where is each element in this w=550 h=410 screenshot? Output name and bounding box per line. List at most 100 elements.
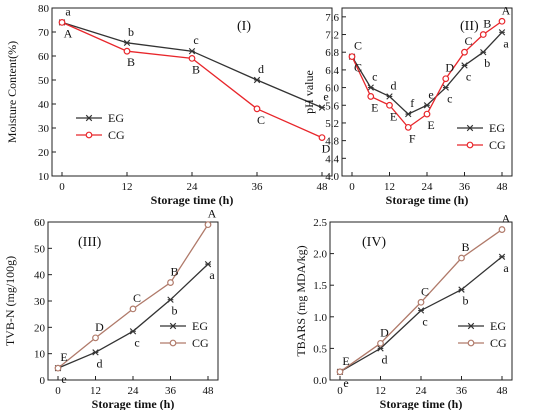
data-label: D bbox=[445, 61, 454, 75]
data-point bbox=[367, 93, 375, 100]
y-tick-label: 0.0 bbox=[313, 375, 327, 387]
y-tick-label: 6.4 bbox=[325, 65, 339, 77]
data-point bbox=[318, 104, 326, 111]
legend-label: CG bbox=[108, 128, 125, 142]
y-tick-label: 4.8 bbox=[325, 136, 339, 148]
data-label: B bbox=[127, 55, 135, 69]
legend-marker bbox=[169, 322, 177, 330]
y-tick-label: 70 bbox=[38, 27, 50, 39]
data-label: B bbox=[170, 265, 178, 279]
data-label: A bbox=[208, 207, 217, 221]
data-point bbox=[58, 19, 66, 26]
y-tick-label: 5.6 bbox=[325, 100, 339, 112]
legend-marker bbox=[169, 339, 177, 347]
series-CG: A B B C D bbox=[58, 19, 331, 156]
data-point bbox=[188, 48, 196, 55]
data-label: c bbox=[466, 69, 471, 83]
data-label: c bbox=[193, 33, 198, 47]
y-tick-label: 50 bbox=[38, 75, 50, 87]
legend-marker bbox=[466, 141, 474, 149]
y-tick-label: 6.0 bbox=[325, 83, 339, 95]
data-label: A bbox=[64, 26, 73, 40]
x-tick-label: 12 bbox=[384, 181, 395, 193]
data-label: C bbox=[257, 113, 265, 127]
data-label: b bbox=[463, 294, 469, 308]
x-tick-label: 24 bbox=[128, 385, 140, 397]
y-tick-label: 10 bbox=[38, 171, 50, 183]
y-tick-label: 0.5 bbox=[313, 343, 327, 355]
plot-frame bbox=[341, 7, 513, 177]
data-label: e bbox=[61, 372, 66, 386]
y-tick-label: 50 bbox=[34, 243, 46, 255]
data-point bbox=[253, 105, 261, 113]
data-label: E bbox=[390, 109, 397, 123]
panel-4: 0.0 0.5 1.0 1.5 2.0 2.5 0 12 24 36 48 Storage time … bbox=[294, 212, 513, 410]
x-tick-label: 0 bbox=[55, 385, 61, 397]
data-point bbox=[442, 84, 449, 91]
data-label: a bbox=[503, 36, 509, 50]
x-tick-label: 48 bbox=[497, 385, 509, 397]
panel-3: 0 10 20 30 40 50 60 0 12 24 36 48 Storage time (h) TV… bbox=[3, 207, 219, 410]
data-point bbox=[129, 305, 137, 313]
legend-marker bbox=[467, 339, 475, 347]
data-point bbox=[54, 364, 62, 372]
data-label: f bbox=[410, 96, 414, 110]
data-point bbox=[123, 39, 131, 46]
data-point bbox=[129, 328, 137, 335]
legend-marker bbox=[85, 131, 93, 139]
y-tick-label: 4.4 bbox=[325, 153, 339, 165]
legend-label: EG bbox=[489, 121, 505, 135]
data-point bbox=[253, 76, 261, 84]
plot-frame bbox=[51, 7, 333, 177]
y-tick-label: 40 bbox=[34, 270, 46, 282]
data-label: d bbox=[97, 356, 103, 370]
data-point bbox=[386, 101, 393, 109]
y-tick-label: 1.0 bbox=[313, 312, 327, 324]
data-point bbox=[442, 75, 450, 83]
y-tick-label: 60 bbox=[38, 51, 50, 63]
data-point bbox=[417, 307, 425, 314]
data-label: C bbox=[354, 61, 362, 75]
y-tick-label: 7.6 bbox=[325, 12, 339, 24]
y-tick-label: 80 bbox=[38, 3, 50, 15]
x-axis-label: Storage time (h) bbox=[92, 397, 175, 410]
data-label: E bbox=[342, 354, 349, 368]
data-point bbox=[404, 123, 412, 131]
x-tick-label: 12 bbox=[90, 385, 101, 397]
x-tick-label: 48 bbox=[317, 181, 329, 193]
panel-label: (II) bbox=[460, 19, 479, 34]
data-point bbox=[92, 349, 99, 356]
x-tick-label: 24 bbox=[416, 385, 428, 397]
data-point bbox=[461, 62, 468, 69]
data-point bbox=[348, 53, 356, 61]
data-label: c bbox=[372, 70, 377, 84]
data-label: d bbox=[382, 352, 388, 366]
data-label: F bbox=[409, 131, 416, 145]
x-tick-label: 12 bbox=[122, 181, 133, 193]
legend-label: EG bbox=[192, 319, 208, 333]
x-tick-label: 36 bbox=[165, 385, 177, 397]
legend-marker bbox=[466, 124, 474, 132]
data-label: d bbox=[391, 78, 397, 92]
data-label: B bbox=[483, 17, 491, 31]
y-axis-label: pH value bbox=[302, 70, 316, 114]
legend-label: EG bbox=[108, 111, 124, 125]
y-tick-label: 0 bbox=[40, 375, 46, 387]
series-line bbox=[61, 21, 323, 139]
x-tick-label: 0 bbox=[349, 181, 355, 193]
x-tick-label: 36 bbox=[252, 181, 264, 193]
data-point bbox=[405, 110, 412, 118]
data-point bbox=[367, 84, 374, 91]
y-tick-label: 20 bbox=[34, 322, 46, 334]
x-tick-label: 24 bbox=[422, 181, 434, 193]
data-point bbox=[204, 260, 212, 268]
panel-label: (I) bbox=[237, 19, 251, 34]
data-label: C bbox=[464, 34, 472, 48]
x-tick-label: 24 bbox=[187, 181, 199, 193]
y-tick-label: 10 bbox=[34, 349, 46, 361]
data-point bbox=[377, 339, 384, 347]
legend-label: CG bbox=[490, 336, 507, 350]
